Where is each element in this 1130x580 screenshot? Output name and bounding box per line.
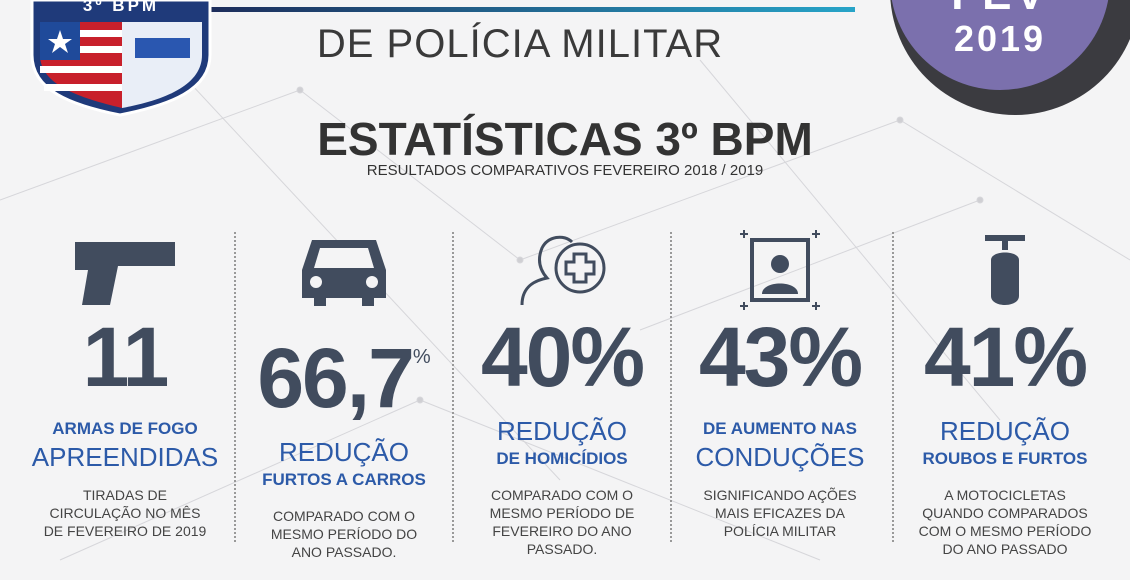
stat-value: 66,7 (257, 331, 414, 425)
separator (892, 232, 894, 542)
stat-label: CONDUÇÕES (695, 442, 865, 472)
desc-line: FEVEREIRO DO ANO (492, 523, 632, 539)
date-month: FEV (920, 0, 1080, 20)
desc-line: ANO PASSADO. (291, 544, 397, 560)
stat-label: REDUÇÃO (496, 416, 627, 446)
heading: ESTATÍSTICAS 3º BPM (317, 113, 813, 165)
desc-line: QUANDO COMPARADOS (922, 505, 1088, 521)
stat-label: APREENDIDAS (31, 442, 219, 472)
desc-line: TIRADAS DE (82, 487, 167, 503)
stat: 43% DE AUMENTO NAS CONDUÇÕES SIGNIFICANDO… (670, 230, 890, 540)
desc-line: COMPARADO COM O (490, 487, 634, 503)
gun-icon (75, 242, 175, 305)
date-year: 2019 (953, 18, 1047, 59)
desc-line: COMPARADO COM O (272, 508, 416, 524)
stat-label: FURTOS A CARROS (262, 470, 426, 489)
desc-line: DE FEVEREIRO DE 2019 (43, 523, 207, 539)
motorcycle-icon (985, 235, 1025, 305)
desc-line: SIGNIFICANDO AÇÕES (703, 487, 857, 503)
portrait-icon (740, 230, 820, 310)
stat: 40% REDUÇÃO DE HOMICÍDIOS COMPARADO COM O… (452, 230, 672, 558)
car-icon (302, 240, 386, 306)
stat-label: REDUÇÃO (939, 416, 1070, 446)
desc-line: PASSADO. (526, 541, 598, 557)
desc-line: POLÍCIA MILITAR (723, 523, 837, 539)
separator (234, 232, 236, 542)
stat-value: 40% (480, 310, 645, 404)
desc-line: DO ANO PASSADO (942, 541, 1068, 557)
badge-text: 3º BPM (82, 0, 160, 15)
stat-value: 43% (698, 310, 863, 404)
stat-label: ARMAS DE FOGO (52, 419, 198, 438)
stat-label: DE AUMENTO NAS (703, 419, 857, 438)
separator (670, 232, 672, 542)
medical-icon (520, 235, 606, 306)
subtitle: RESULTADOS COMPARATIVOS FEVEREIRO 2018 /… (366, 162, 764, 179)
stat-value: 41% (923, 310, 1088, 404)
desc-line: COM O MESMO PERÍODO (918, 523, 1092, 539)
stat: 66,7% REDUÇÃO FURTOS A CARROS COMPARADO C… (234, 230, 454, 561)
stat-label: ROUBOS E FURTOS (922, 449, 1088, 468)
desc-line: CIRCULAÇÃO NO MÊS (49, 505, 201, 521)
stat: 41% REDUÇÃO ROUBOS E FURTOS A MOTOCICLETA… (895, 230, 1115, 558)
stat-value: 11 (82, 310, 170, 404)
desc-line: MAIS EFICAZES DA (715, 505, 845, 521)
stat: 11 ARMAS DE FOGO APREENDIDAS TIRADAS DE CI… (15, 230, 235, 540)
separator (452, 232, 454, 542)
desc-line: A MOTOCICLETAS (944, 487, 1066, 503)
stat-unit: % (412, 346, 431, 368)
stat-label: REDUÇÃO (278, 437, 409, 467)
stat-label: DE HOMICÍDIOS (496, 449, 628, 468)
desc-line: MESMO PERÍODO DO (270, 526, 418, 542)
page-title: DE POLÍCIA MILITAR (316, 22, 724, 66)
desc-line: MESMO PERÍODO DE (489, 505, 635, 521)
